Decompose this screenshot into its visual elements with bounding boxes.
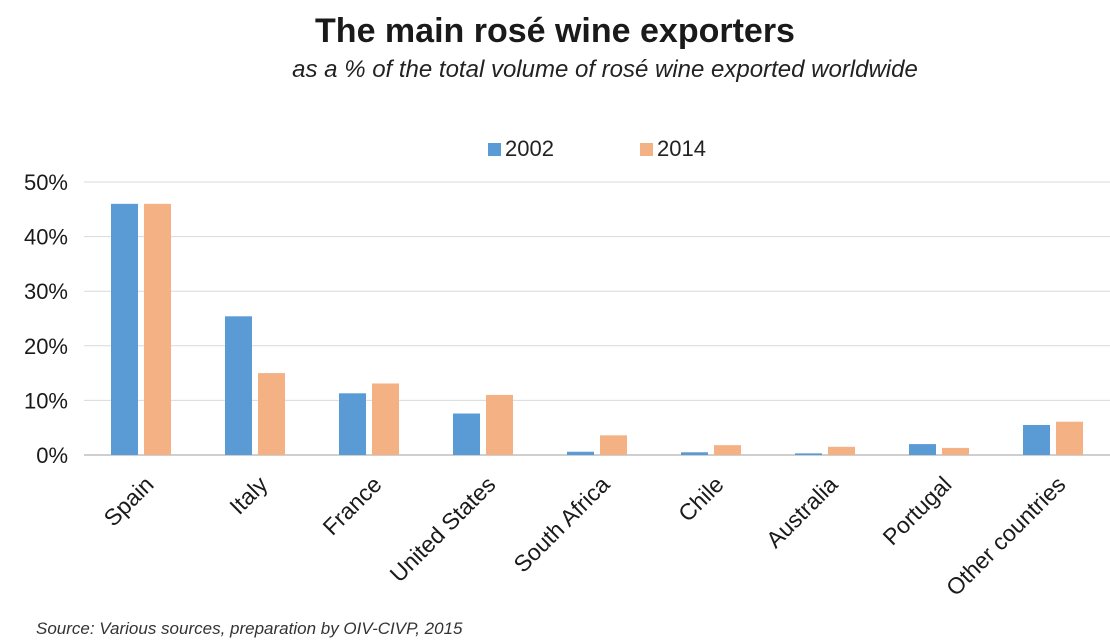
y-tick-label: 20%	[24, 334, 68, 359]
bar-spain-2002	[111, 203, 138, 455]
bar-france-2002	[339, 393, 366, 455]
x-tick-label: France	[318, 471, 387, 540]
source-note: Source: Various sources, preparation by …	[36, 619, 463, 638]
x-tick-label: Italy	[224, 471, 273, 520]
bar-chile-2014	[714, 445, 741, 455]
x-tick-label: South Africa	[508, 471, 614, 577]
y-tick-label: 0%	[36, 443, 68, 468]
bar-united-states-2014	[486, 394, 513, 455]
x-tick-label: United States	[385, 471, 501, 587]
y-tick-label: 40%	[24, 225, 68, 250]
legend-swatch-2014	[640, 143, 653, 156]
bar-portugal-2002	[909, 444, 936, 455]
x-tick-label: Other countries	[941, 471, 1071, 601]
bar-south-africa-2002	[567, 451, 594, 455]
y-tick-label: 50%	[24, 170, 68, 195]
bar-chile-2002	[681, 452, 708, 455]
bar-italy-2002	[225, 316, 252, 455]
chart-subtitle: as a % of the total volume of rosé wine …	[292, 56, 918, 83]
bar-australia-2002	[795, 453, 822, 455]
bar-other-countries-2002	[1023, 424, 1050, 455]
legend-label-2014: 2014	[657, 136, 706, 161]
bar-australia-2014	[828, 446, 855, 455]
x-tick-label: Chile	[673, 471, 728, 526]
x-tick-label: Spain	[99, 471, 159, 531]
x-tick-label: Portugal	[878, 471, 957, 550]
bar-italy-2014	[258, 373, 285, 455]
legend-label-2002: 2002	[505, 136, 554, 161]
bar-france-2014	[372, 383, 399, 455]
y-tick-label: 30%	[24, 279, 68, 304]
bar-portugal-2014	[942, 447, 969, 455]
bar-other-countries-2014	[1056, 421, 1083, 455]
bar-united-states-2002	[453, 413, 480, 455]
legend-item-2014: 2014	[640, 136, 706, 162]
bar-spain-2014	[144, 203, 171, 455]
chart-title: The main rosé wine exporters	[315, 12, 795, 50]
legend-swatch-2002	[488, 143, 501, 156]
bar-south-africa-2014	[600, 435, 627, 455]
legend-item-2002: 2002	[488, 136, 554, 162]
y-tick-label: 10%	[24, 388, 68, 413]
x-tick-label: Australia	[761, 471, 843, 553]
